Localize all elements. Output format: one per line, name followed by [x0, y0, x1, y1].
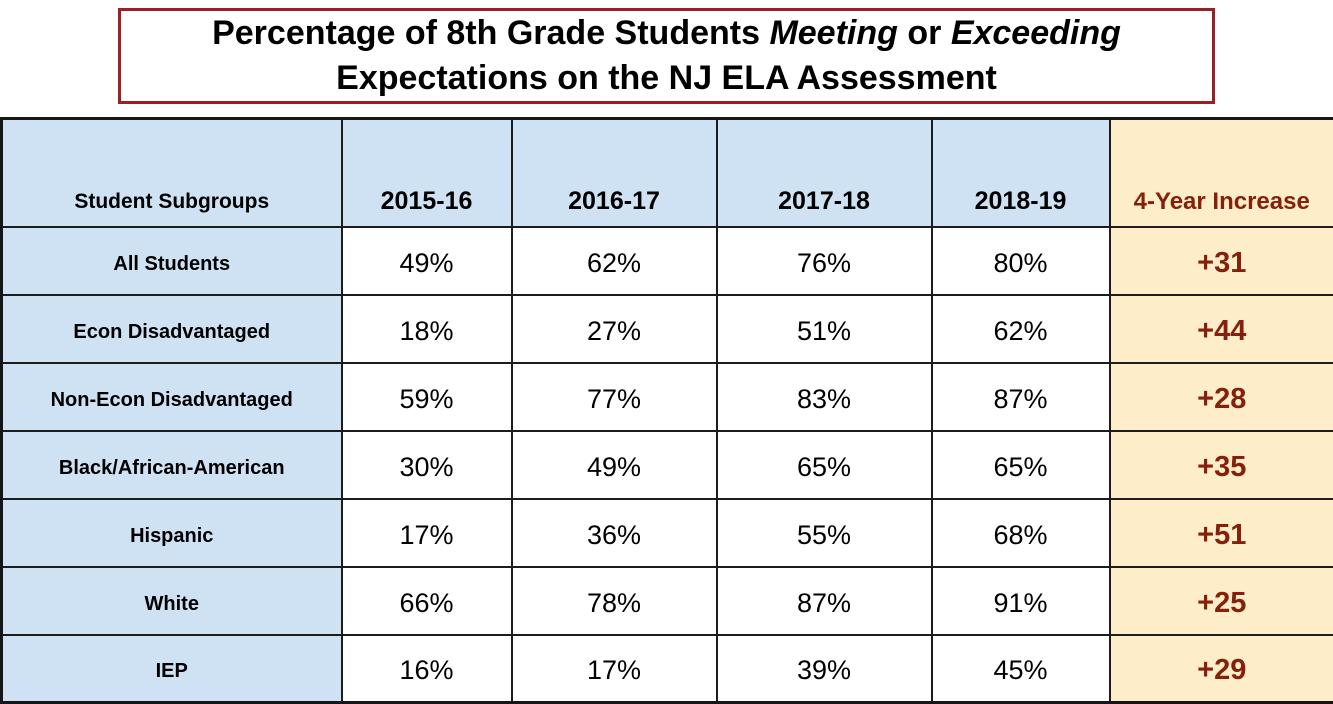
- increase-cell: +31: [1110, 227, 1333, 295]
- chart-title: Percentage of 8th Grade Students Meeting…: [118, 8, 1215, 104]
- chart-title-line2: Expectations on the NJ ELA Assessment: [336, 56, 997, 101]
- value-cell: 18%: [342, 295, 512, 363]
- value-cell: 83%: [717, 363, 932, 431]
- value-cell: 62%: [512, 227, 717, 295]
- value-cell: 80%: [932, 227, 1110, 295]
- value-cell: 49%: [342, 227, 512, 295]
- header-student-subgroups: Student Subgroups: [2, 119, 342, 227]
- value-cell: 51%: [717, 295, 932, 363]
- chart-title-line1: Percentage of 8th Grade Students Meeting…: [212, 11, 1121, 56]
- value-cell: 66%: [342, 567, 512, 635]
- table-row-black-african-american: Black/African-American 30% 49% 65% 65% +…: [2, 431, 1333, 499]
- value-cell: 91%: [932, 567, 1110, 635]
- value-cell: 77%: [512, 363, 717, 431]
- table-row-econ-disadvantaged: Econ Disadvantaged 18% 27% 51% 62% +44: [2, 295, 1333, 363]
- row-label: Black/African-American: [2, 431, 342, 499]
- row-label: All Students: [2, 227, 342, 295]
- table-header-row: Student Subgroups 2015-16 2016-17 2017-1…: [2, 119, 1333, 227]
- value-cell: 27%: [512, 295, 717, 363]
- increase-cell: +25: [1110, 567, 1333, 635]
- title-italic-exceeding: Exceeding: [951, 14, 1121, 52]
- row-label: Hispanic: [2, 499, 342, 567]
- value-cell: 87%: [932, 363, 1110, 431]
- header-2016-17: 2016-17: [512, 119, 717, 227]
- value-cell: 55%: [717, 499, 932, 567]
- table-row-iep: IEP 16% 17% 39% 45% +29: [2, 635, 1333, 703]
- table-row-white: White 66% 78% 87% 91% +25: [2, 567, 1333, 635]
- value-cell: 30%: [342, 431, 512, 499]
- header-2017-18: 2017-18: [717, 119, 932, 227]
- value-cell: 39%: [717, 635, 932, 703]
- row-label: Econ Disadvantaged: [2, 295, 342, 363]
- increase-cell: +51: [1110, 499, 1333, 567]
- value-cell: 16%: [342, 635, 512, 703]
- value-cell: 62%: [932, 295, 1110, 363]
- increase-cell: +35: [1110, 431, 1333, 499]
- increase-cell: +28: [1110, 363, 1333, 431]
- value-cell: 65%: [717, 431, 932, 499]
- header-2015-16: 2015-16: [342, 119, 512, 227]
- value-cell: 78%: [512, 567, 717, 635]
- increase-cell: +29: [1110, 635, 1333, 703]
- header-4-year-increase: 4-Year Increase: [1110, 119, 1333, 227]
- value-cell: 17%: [512, 635, 717, 703]
- table-row-hispanic: Hispanic 17% 36% 55% 68% +51: [2, 499, 1333, 567]
- value-cell: 36%: [512, 499, 717, 567]
- value-cell: 49%: [512, 431, 717, 499]
- increase-cell: +44: [1110, 295, 1333, 363]
- table-row-non-econ-disadvantaged: Non-Econ Disadvantaged 59% 77% 83% 87% +…: [2, 363, 1333, 431]
- value-cell: 45%: [932, 635, 1110, 703]
- title-italic-meeting: Meeting: [769, 14, 897, 52]
- title-text: or: [898, 14, 951, 52]
- row-label: White: [2, 567, 342, 635]
- title-text: Percentage of 8th Grade Students: [212, 14, 769, 52]
- value-cell: 87%: [717, 567, 932, 635]
- row-label: Non-Econ Disadvantaged: [2, 363, 342, 431]
- row-label: IEP: [2, 635, 342, 703]
- value-cell: 65%: [932, 431, 1110, 499]
- value-cell: 76%: [717, 227, 932, 295]
- assessment-table: Student Subgroups 2015-16 2016-17 2017-1…: [0, 117, 1333, 704]
- table-row-all-students: All Students 49% 62% 76% 80% +31: [2, 227, 1333, 295]
- value-cell: 17%: [342, 499, 512, 567]
- value-cell: 68%: [932, 499, 1110, 567]
- value-cell: 59%: [342, 363, 512, 431]
- header-2018-19: 2018-19: [932, 119, 1110, 227]
